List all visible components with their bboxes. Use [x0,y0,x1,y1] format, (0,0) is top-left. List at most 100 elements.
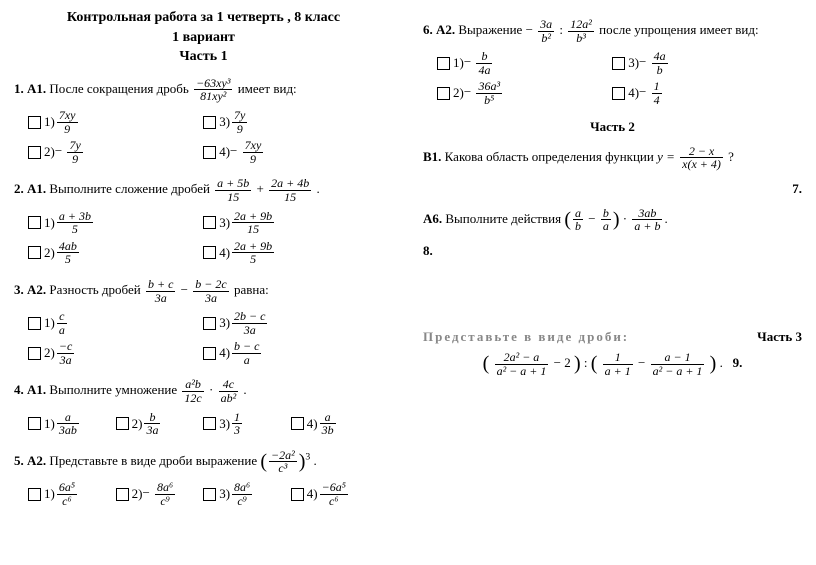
answer-list: 1) 6a⁵c⁶2) − 8a⁶c⁹3) 8a⁶c⁹4) −6a⁵c⁶ [28,479,393,509]
q-stem: Представьте в виде дроби выражение (−2a²… [49,453,316,468]
checkbox-icon[interactable] [203,417,216,430]
answer-option[interactable]: 1) a3ab [28,411,116,437]
answer-option[interactable]: 2) − 7y9 [28,139,203,165]
answer-number: 3) [219,486,230,502]
answer-option[interactable]: 4) a3b [291,411,379,437]
answer-option[interactable]: 2) b3a [116,411,204,437]
answer-number: 3) [219,114,230,130]
q-stem: Выражение − 3ab² : 12a²b³ после упрощени… [458,22,758,37]
q-label: А2. [27,453,46,468]
q-stem: После сокращения дробь −63xy³81xy² имеет… [49,81,296,96]
answer-option[interactable]: 4) −6a⁵c⁶ [291,481,379,507]
answer-number: 3) [219,315,230,331]
checkbox-icon[interactable] [203,317,216,330]
q-number: 4. [14,383,24,398]
answer-number: 3) [219,215,230,231]
answer-option[interactable]: 1) a + 3b5 [28,210,203,236]
answer-option[interactable]: 2) − 36a³b⁵ [437,80,612,106]
answer-number: 4) [219,144,230,160]
answer-list: 1) ca3) 2b − c3a2) −c3a4) b − ca [28,308,393,368]
answer-list: 1) a + 3b53) 2a + 9b152) 4ab54) 2a + 9b5 [28,208,393,268]
answer-number: 1) [44,416,55,432]
question-5: 5. А2. Представьте в виде дроби выражени… [14,449,393,509]
answer-option[interactable]: 2) 4ab5 [28,240,203,266]
q-stem: Выполните умножение a²b12c · 4cab² . [49,383,246,398]
question-3: 3. А2. Разность дробей b + c3a − b − 2c3… [14,278,393,369]
checkbox-icon[interactable] [28,347,41,360]
checkbox-icon[interactable] [28,488,41,501]
answer-option[interactable]: 3) 2b − c3a [203,310,378,336]
answer-option[interactable]: 4) − 14 [612,80,787,106]
answer-number: 3) [219,416,230,432]
checkbox-icon[interactable] [28,417,41,430]
part-2-title: Часть 2 [423,119,802,135]
checkbox-icon[interactable] [28,116,41,129]
answer-number: 2) [132,486,143,502]
checkbox-icon[interactable] [291,488,304,501]
checkbox-icon[interactable] [437,87,450,100]
answer-list: 1) − b4a3) − 4ab2) − 36a³b⁵4) − 14 [437,48,802,108]
checkbox-icon[interactable] [203,116,216,129]
q-stem: Разность дробей b + c3a − b − 2c3a равна… [49,282,268,297]
q-label: А1. [27,181,46,196]
checkbox-icon[interactable] [28,216,41,229]
question-b1: В1. Какова область определения функции y… [423,145,802,171]
answer-option[interactable]: 1) − b4a [437,50,612,76]
expression-9: ( 2a² − aa² − a + 1 − 2 ) : ( 1a + 1 − a… [423,351,802,377]
checkbox-icon[interactable] [28,317,41,330]
answer-option[interactable]: 1) 6a⁵c⁶ [28,481,116,507]
answer-option[interactable]: 1) 7xy9 [28,109,203,135]
question-8: 8. [423,243,802,259]
checkbox-icon[interactable] [203,216,216,229]
q-label: А1. [27,81,46,96]
q-number: 1. [14,81,24,96]
q-number: 2. [14,181,24,196]
answer-number: 1) [44,215,55,231]
answer-option[interactable]: 2) −c3a [28,340,203,366]
question-4: 4. А1. Выполните умножение a²b12c · 4cab… [14,378,393,438]
answer-option[interactable]: 3) 8a⁶c⁹ [203,481,291,507]
q-stem: Выполните сложение дробей a + 5b15 + 2a … [49,181,319,196]
checkbox-icon[interactable] [203,347,216,360]
part-3-header: Представьте в виде дроби:Часть 3 [423,329,802,345]
answer-number: 2) [44,245,55,261]
answer-number: 1) [44,486,55,502]
question-7: 7. [423,181,802,197]
answer-number: 2) [44,345,55,361]
question-6: 6. А2. Выражение − 3ab² : 12a²b³ после у… [423,18,802,109]
answer-number: 4) [219,345,230,361]
answer-option[interactable]: 4) b − ca [203,340,378,366]
answer-number: 2) [44,144,55,160]
checkbox-icon[interactable] [28,146,41,159]
answer-option[interactable]: 3) 7y9 [203,109,378,135]
answer-option[interactable]: 4) 2a + 9b5 [203,240,378,266]
answer-option[interactable]: 2) − 8a⁶c⁹ [116,481,204,507]
checkbox-icon[interactable] [116,417,129,430]
answer-number: 4) [307,416,318,432]
q-number: 3. [14,282,24,297]
q-label: А1. [27,383,46,398]
checkbox-icon[interactable] [612,57,625,70]
question-2: 2. А1. Выполните сложение дробей a + 5b1… [14,177,393,268]
checkbox-icon[interactable] [437,57,450,70]
checkbox-icon[interactable] [116,488,129,501]
answer-option[interactable]: 3) 2a + 9b15 [203,210,378,236]
checkbox-icon[interactable] [291,417,304,430]
answer-number: 4) [307,486,318,502]
answer-number: 4) [219,245,230,261]
answer-option[interactable]: 1) ca [28,310,203,336]
doc-title: Контрольная работа за 1 четверть , 8 кла… [14,8,393,67]
answer-list: 1) 7xy93) 7y92) − 7y94) − 7xy9 [28,107,393,167]
answer-option[interactable]: 3) 13 [203,411,291,437]
checkbox-icon[interactable] [203,246,216,259]
answer-option[interactable]: 4) − 7xy9 [203,139,378,165]
answer-list: 1) a3ab2) b3a3) 134) a3b [28,409,393,439]
checkbox-icon[interactable] [28,246,41,259]
answer-number: 1) [44,114,55,130]
checkbox-icon[interactable] [203,146,216,159]
checkbox-icon[interactable] [203,488,216,501]
checkbox-icon[interactable] [612,87,625,100]
answer-option[interactable]: 3) − 4ab [612,50,787,76]
question-a6: А6. Выполните действия (ab − ba) · 3aba … [423,207,802,233]
question-1: 1. А1. После сокращения дробь −63xy³81xy… [14,77,393,168]
